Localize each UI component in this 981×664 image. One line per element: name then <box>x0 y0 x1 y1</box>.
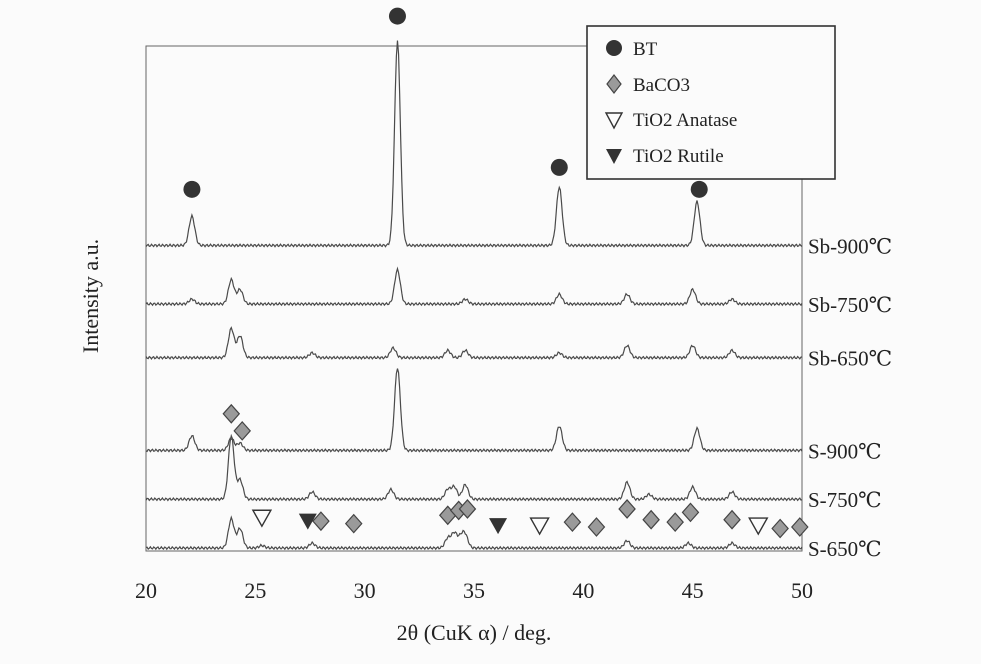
legend-anatase-marker <box>604 112 624 130</box>
anatase-marker-0 <box>251 509 273 528</box>
baco3-marker-8 <box>587 517 606 537</box>
legend-baco3-marker <box>606 74 622 94</box>
baco3-marker-1 <box>233 420 252 441</box>
rutile-marker-1 <box>489 518 508 535</box>
baco3-marker-7 <box>563 512 582 533</box>
series-label-sb-750: Sb-750℃ <box>808 293 892 317</box>
x-tick-label-50: 50 <box>791 578 813 603</box>
rutile-marker-0 <box>298 513 317 530</box>
y-axis-title: Intensity a.u. <box>78 239 103 353</box>
x-tick-label-20: 20 <box>135 578 157 603</box>
bt-marker-1 <box>388 7 406 25</box>
trace-sb-750 <box>145 266 803 307</box>
baco3-marker-10 <box>642 509 660 530</box>
legend-bt-label: BT <box>633 39 658 60</box>
baco3-marker-13 <box>723 509 741 530</box>
legend-box <box>586 25 836 180</box>
x-axis-title: 2θ (CuK α) / deg. <box>397 620 552 645</box>
bt-marker-0 <box>183 180 201 198</box>
trace-s-750 <box>145 433 803 502</box>
trace-s-650 <box>145 515 803 551</box>
x-tick-label-45: 45 <box>682 578 704 603</box>
anatase-marker-1 <box>529 517 550 536</box>
series-label-sb-650: Sb-650℃ <box>808 347 892 371</box>
legend-rutile-label: TiO2 Rutile <box>633 146 724 167</box>
series-label-sb-900: Sb-900℃ <box>808 234 892 258</box>
x-tick-label-30: 30 <box>354 578 376 603</box>
series-label-s-900: S-900℃ <box>808 439 882 463</box>
legend: BT BaCO3 TiO2 Anatase TiO2 Rutile <box>586 25 836 180</box>
baco3-marker-12 <box>681 502 700 523</box>
series-label-s-650: S-650℃ <box>808 537 882 561</box>
series-labels: Sb-900℃ Sb-750℃ Sb-650℃ S-900℃ S-750℃ S-650℃ <box>808 234 892 561</box>
x-axis-ticks: 20 25 30 35 40 45 50 <box>135 578 813 603</box>
legend-rutile-marker <box>606 149 622 164</box>
baco3-marker-3 <box>344 513 363 534</box>
baco3-marker-0 <box>222 403 241 424</box>
anatase-marker-2 <box>748 517 769 536</box>
plot-area-frame <box>145 45 803 552</box>
x-tick-label-25: 25 <box>244 578 266 603</box>
legend-baco3-label: BaCO3 <box>633 75 690 96</box>
baco3-marker-14 <box>771 518 789 539</box>
baco3-marker-6 <box>458 499 477 519</box>
bt-marker-3 <box>690 180 708 198</box>
x-tick-label-40: 40 <box>572 578 594 603</box>
trace-sb-650 <box>145 326 803 360</box>
baco3-marker-2 <box>312 511 330 532</box>
x-tick-label-35: 35 <box>463 578 485 603</box>
series-label-s-750: S-750℃ <box>808 488 882 512</box>
baco3-marker-9 <box>618 499 636 519</box>
trace-s-900 <box>145 368 803 453</box>
phase-markers <box>183 7 809 539</box>
xrd-traces <box>145 40 803 551</box>
trace-sb-900 <box>145 40 803 248</box>
baco3-marker-11 <box>666 512 684 533</box>
baco3-marker-15 <box>791 517 809 537</box>
legend-anatase-label: TiO2 Anatase <box>633 110 737 131</box>
bt-marker-2 <box>550 158 568 176</box>
legend-bt-marker <box>606 40 622 56</box>
